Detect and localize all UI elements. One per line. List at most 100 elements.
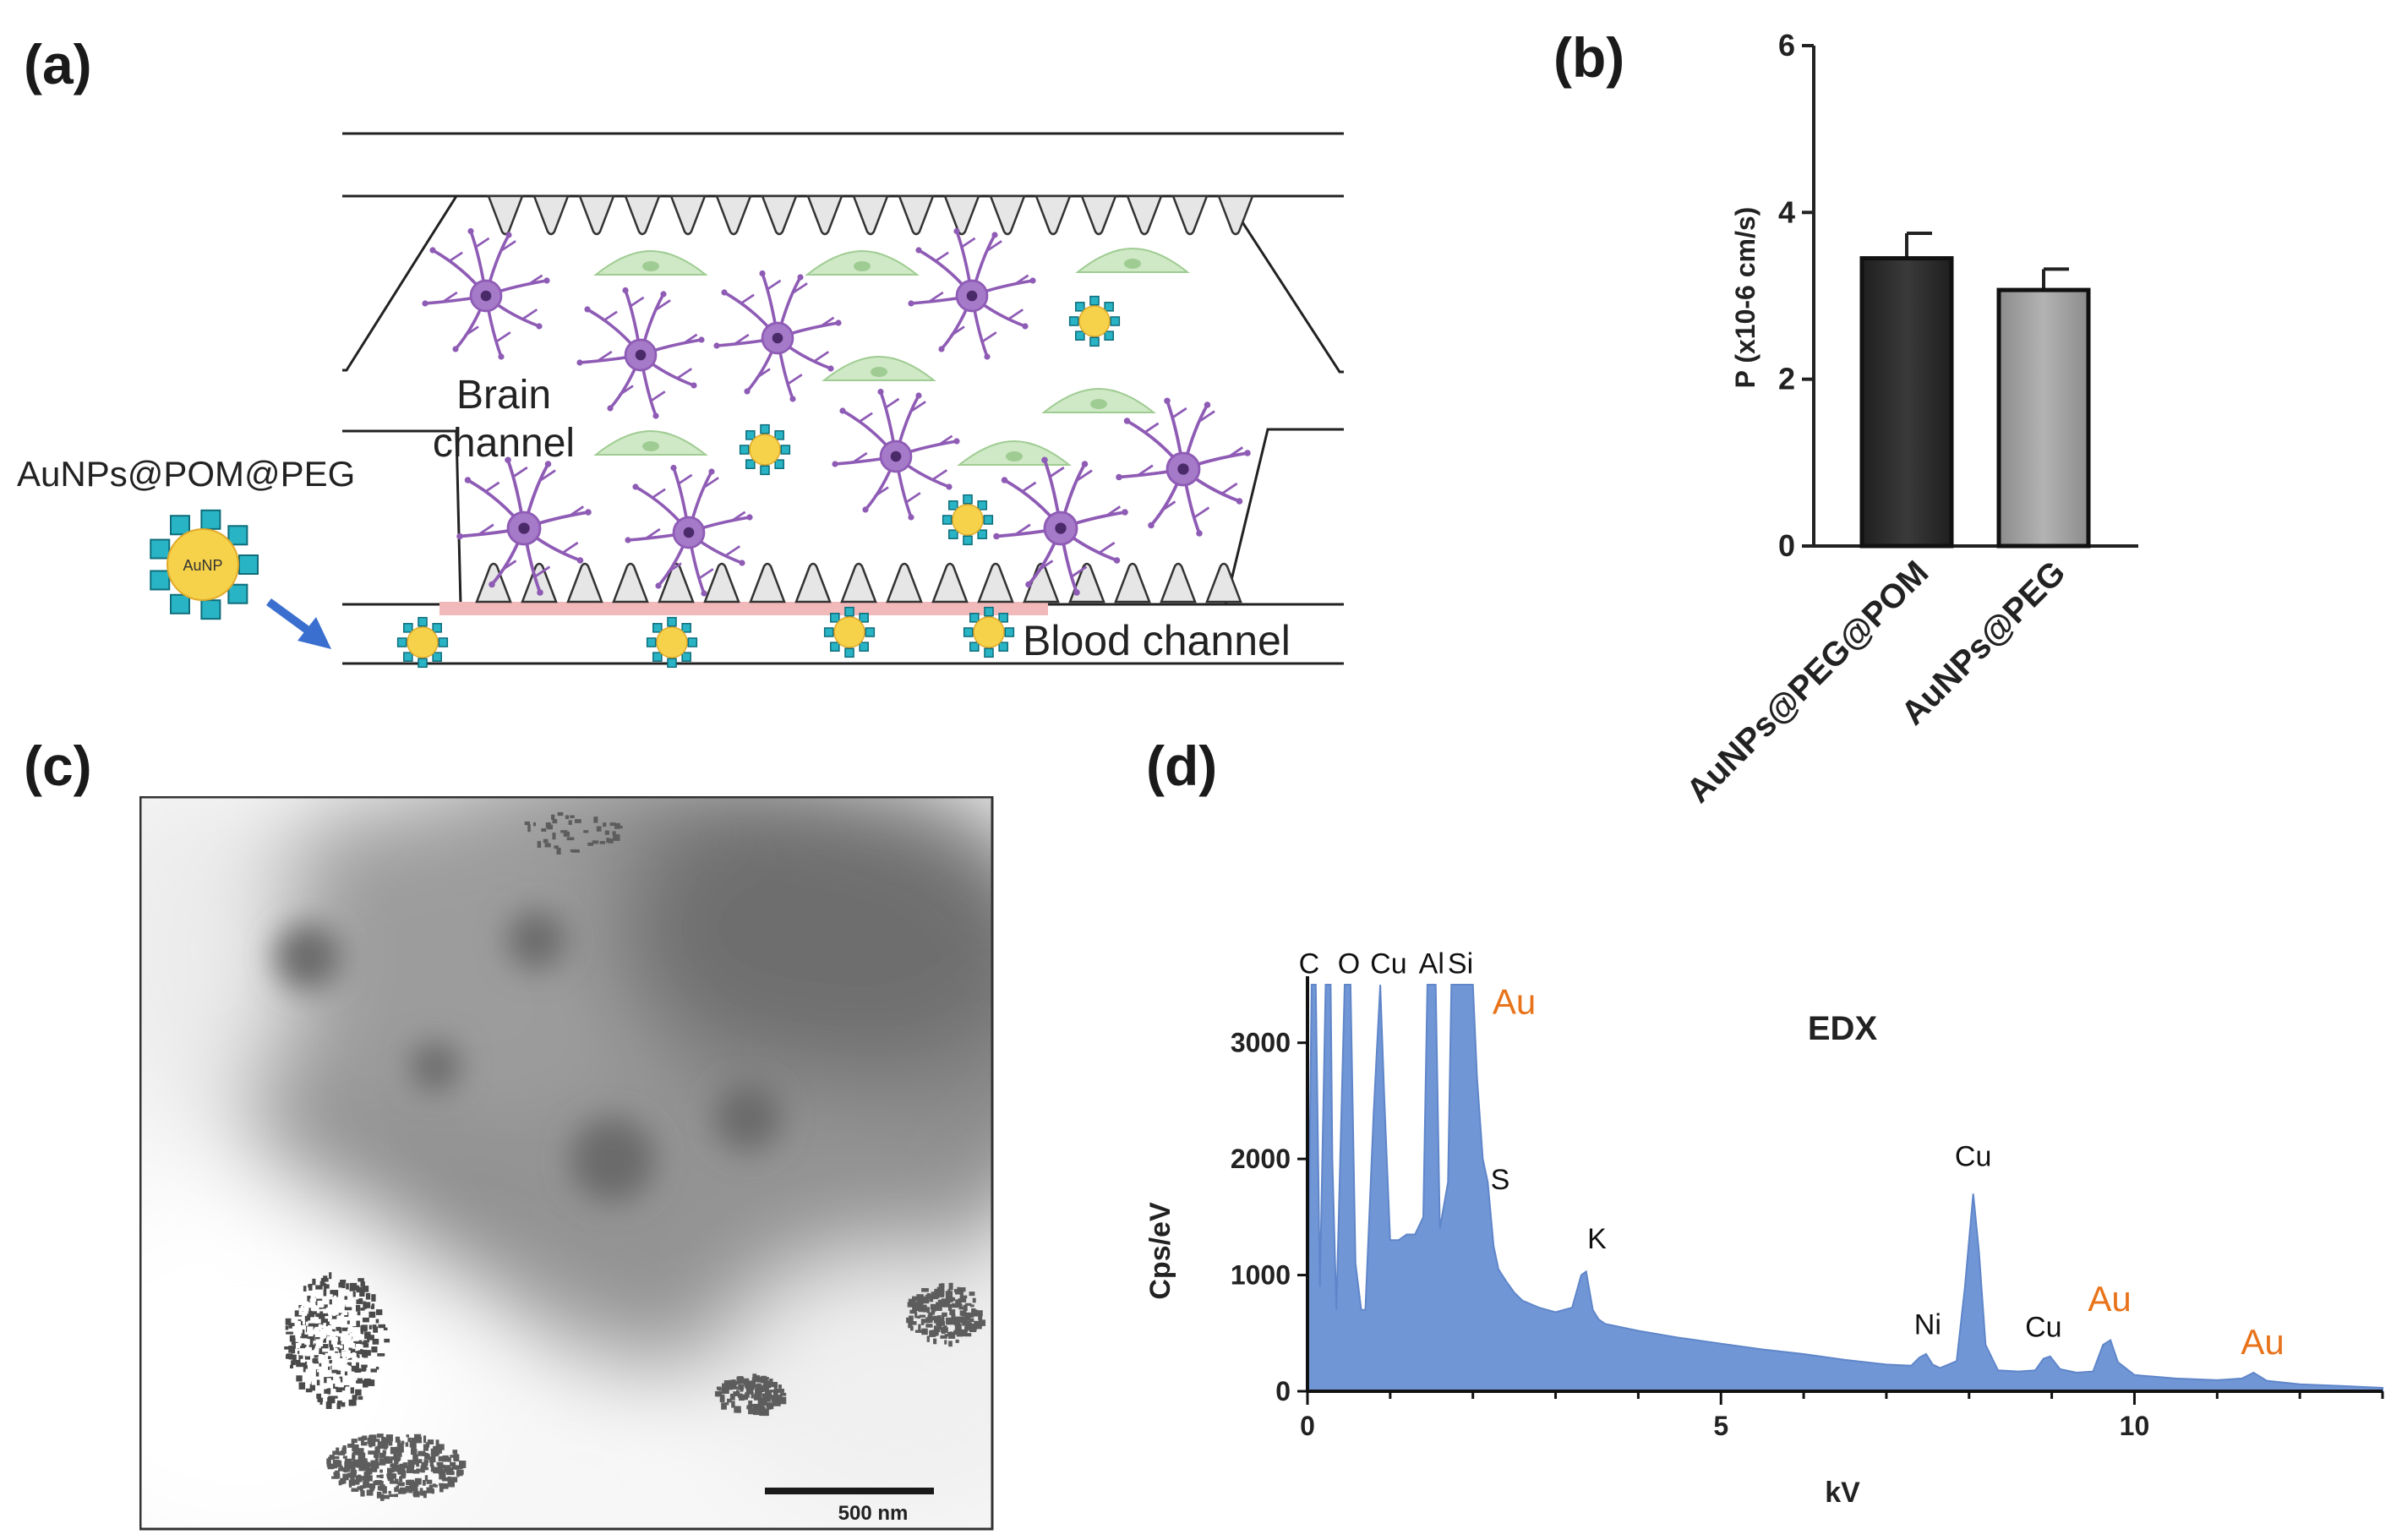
bottom-pillars — [475, 562, 1242, 603]
nanoparticle — [823, 606, 876, 658]
nanoparticle — [739, 423, 791, 476]
y-tick-label: 0 — [1778, 528, 1795, 563]
astrocyte-nucleus — [854, 261, 871, 271]
endothelial-layer — [439, 602, 1048, 615]
astrocyte-nucleus — [1124, 259, 1141, 269]
astrocyte-nucleus — [871, 367, 887, 377]
edx-peak-label: K — [1587, 1223, 1607, 1255]
pillar-top — [532, 194, 570, 236]
neuron — [713, 270, 842, 402]
pillar-top — [852, 194, 889, 236]
pillar-bottom — [566, 562, 603, 603]
pillar-bottom — [886, 562, 923, 603]
nanoparticle-clusters — [284, 811, 986, 1501]
neuron — [456, 456, 592, 596]
edx-axes: 0 1000 2000 3000 0 5 10 — [1231, 976, 2384, 1441]
edx-y-axis-label: Cps/eV — [1144, 1202, 1176, 1300]
edx-peak-label: C — [1299, 947, 1320, 980]
edx-peak-label: Cu — [2025, 1311, 2061, 1343]
panel-label-b: (b) — [1553, 26, 1625, 89]
pillar-bottom — [749, 562, 786, 603]
pillar-top — [898, 194, 935, 236]
blood-channel-label: Blood channel — [1023, 617, 1291, 664]
neuron — [422, 227, 550, 360]
pillar-top — [624, 194, 661, 236]
edx-peak-label: Au — [2241, 1322, 2284, 1362]
edx-peak-label: Al — [1419, 947, 1444, 980]
nanoparticle — [646, 616, 698, 669]
neuron — [1116, 397, 1251, 537]
pillar-top — [989, 194, 1026, 236]
pillar-top — [578, 194, 615, 236]
brain-label-line2: channel — [433, 421, 575, 466]
pillar-bottom — [612, 562, 649, 603]
pillar-bottom — [521, 562, 558, 603]
astrocyte-nucleus — [642, 441, 659, 451]
neuron — [993, 456, 1128, 596]
scale-bar-label: 500 nm — [838, 1502, 909, 1525]
pillar-top — [1034, 194, 1072, 236]
edx-y-tick-label: 0 — [1275, 1376, 1291, 1406]
panel-label-d: (d) — [1146, 735, 1218, 797]
brain-chip-schematic: Brain channel Blood channel AuNPs@POM@PE… — [17, 132, 1344, 669]
edx-peak-labels: C O Cu Al Si Au S K Cu Ni Cu Au Au — [1299, 947, 2285, 1362]
edx-y-tick-label: 3000 — [1231, 1028, 1291, 1058]
edx-title: EDX — [1808, 1010, 1878, 1047]
edx-peak-label: Au — [1493, 981, 1536, 1021]
pillar-top — [1171, 194, 1209, 236]
pillar-top — [1126, 194, 1163, 236]
neuron — [832, 388, 960, 521]
y-tick-label: 2 — [1778, 362, 1795, 396]
pillar-top — [761, 194, 798, 236]
pillar-top — [487, 194, 524, 236]
astrocyte-nucleus — [1090, 399, 1107, 409]
shell-cluster — [227, 525, 248, 546]
edx-peak-label: Ni — [1914, 1309, 1941, 1341]
edx-x-axis-label: kV — [1825, 1477, 1860, 1509]
neuron — [908, 227, 1036, 360]
nanoparticle-large: AuNP — [150, 509, 259, 620]
edx-peak-label: O — [1338, 947, 1360, 980]
brain-label-line1: Brain — [456, 373, 551, 418]
edx-peak-label: Au — [2088, 1279, 2131, 1319]
aunp-core-label: AuNP — [183, 557, 222, 574]
pillar-bottom — [703, 562, 740, 603]
astrocyte-nucleus — [1006, 451, 1023, 461]
edx-peak-label: Cu — [1955, 1140, 1991, 1172]
pillar-bottom — [658, 562, 695, 603]
pillar-bottom — [840, 562, 877, 603]
edx-x-tick-label: 5 — [1713, 1411, 1728, 1441]
pillar-top — [669, 194, 707, 236]
pillar-top — [806, 194, 843, 236]
neuron-cells — [422, 227, 1251, 597]
edx-area — [1307, 984, 2383, 1392]
y-tick-label: 6 — [1778, 28, 1795, 63]
edx-peak-label: Cu — [1370, 947, 1406, 980]
nanoparticles — [396, 295, 1121, 669]
tem-micrograph: 500 nm — [139, 796, 994, 1531]
bar — [1859, 256, 1954, 549]
shell-cluster — [227, 583, 248, 604]
panel-label-a: (a) — [24, 33, 92, 96]
pillar-bottom — [794, 562, 832, 603]
edx-y-tick-label: 1000 — [1231, 1260, 1291, 1291]
shell-cluster — [150, 570, 171, 591]
pillar-bottom — [1205, 562, 1242, 603]
nanoparticle — [963, 606, 1015, 658]
edx-x-tick-label: 10 — [2120, 1411, 2150, 1441]
y-tick-label: 4 — [1778, 194, 1795, 229]
edx-peak-label: Si — [1448, 947, 1473, 980]
pillar-top — [943, 194, 980, 236]
top-pillars — [487, 194, 1254, 236]
astrocyte-nucleus — [642, 261, 659, 271]
bar-y-axis-label: P (x10-6 cm/s) — [1730, 207, 1760, 389]
pillar-top — [1080, 194, 1117, 236]
neuron — [576, 287, 705, 419]
edx-y-tick-label: 2000 — [1231, 1144, 1291, 1174]
arrow-icon — [266, 598, 331, 649]
astrocyte-cells — [593, 247, 1190, 466]
shell-cluster — [170, 593, 190, 614]
shell-cluster — [200, 599, 221, 620]
shell-cluster — [200, 509, 221, 530]
edx-x-tick-label: 0 — [1300, 1411, 1315, 1441]
